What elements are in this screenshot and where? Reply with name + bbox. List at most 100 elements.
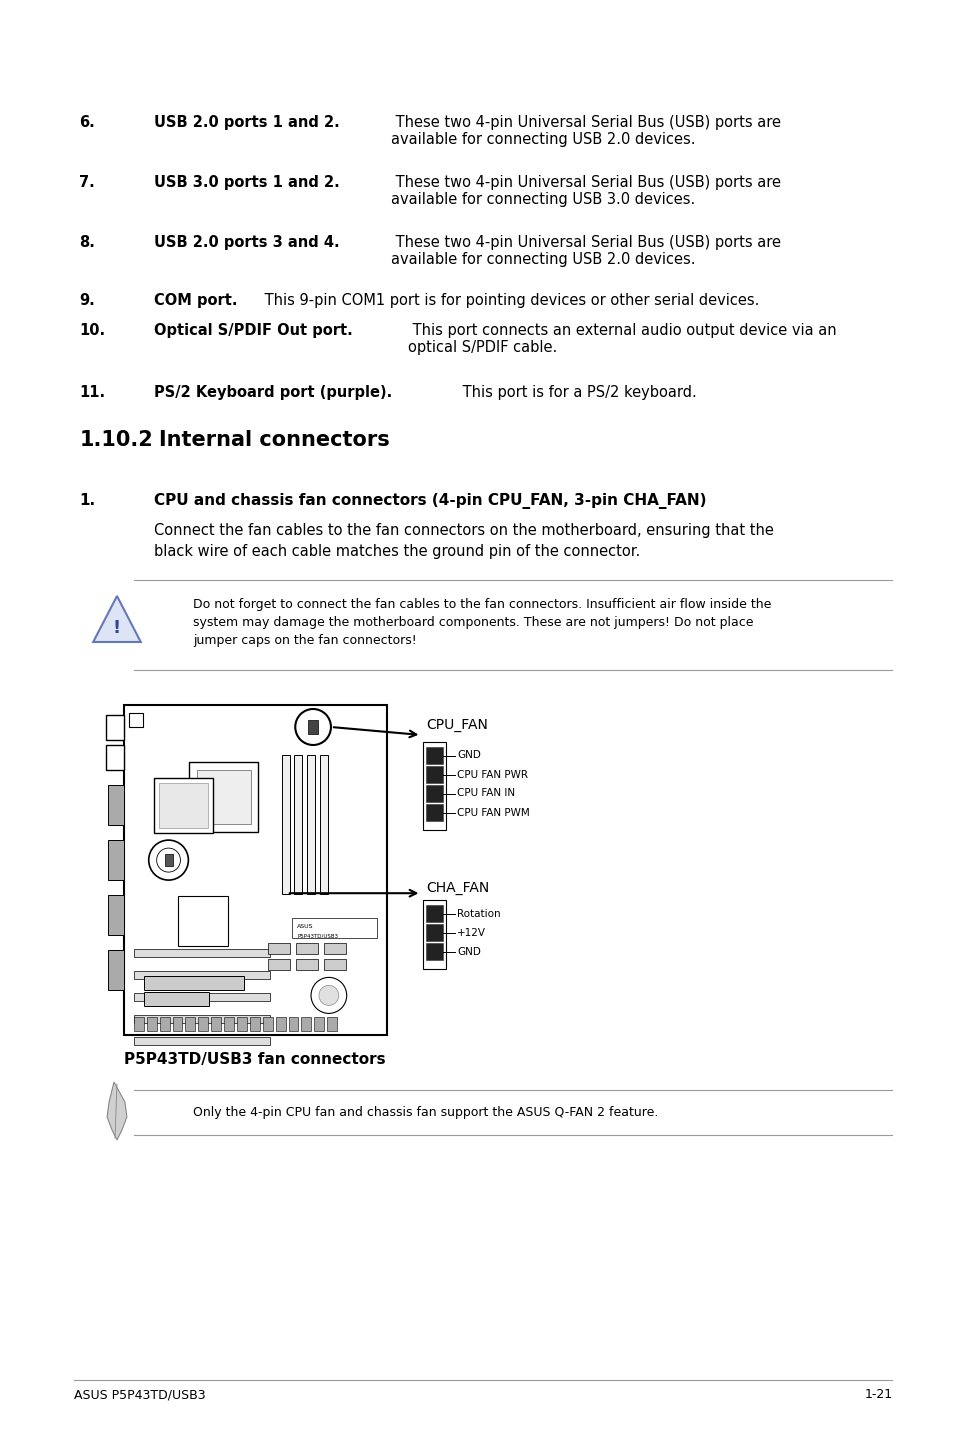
Text: GND: GND (456, 946, 480, 956)
Text: CHA_FAN: CHA_FAN (426, 881, 489, 896)
Bar (307, 755, 314, 893)
Circle shape (294, 709, 331, 745)
Bar (426, 804, 443, 821)
Bar (308, 720, 317, 733)
Bar (426, 785, 443, 802)
Circle shape (149, 840, 188, 880)
Bar (108, 951, 124, 989)
Circle shape (318, 985, 338, 1005)
Bar (144, 992, 210, 1007)
Text: USB 3.0 ports 1 and 2.: USB 3.0 ports 1 and 2. (153, 175, 339, 190)
Text: These two 4-pin Universal Serial Bus (USB) ports are
available for connecting US: These two 4-pin Universal Serial Bus (US… (391, 234, 781, 267)
Bar (423, 742, 446, 830)
Bar (324, 942, 345, 953)
Bar (106, 715, 124, 741)
Bar (108, 840, 124, 880)
Bar (275, 1017, 285, 1031)
Text: CPU FAN PWR: CPU FAN PWR (456, 769, 528, 779)
Bar (327, 1017, 336, 1031)
Bar (133, 1017, 144, 1031)
Text: Do not forget to connect the fan cables to the fan connectors. Insufficient air : Do not forget to connect the fan cables … (193, 598, 771, 647)
Bar (288, 1017, 298, 1031)
Text: CPU_FAN: CPU_FAN (426, 718, 488, 732)
Text: CPU FAN IN: CPU FAN IN (456, 788, 515, 798)
Text: 6.: 6. (79, 115, 95, 129)
Circle shape (311, 978, 346, 1014)
Text: P5P43TD/USB3: P5P43TD/USB3 (297, 933, 338, 939)
Bar (133, 971, 271, 979)
Bar (293, 917, 376, 938)
Bar (426, 925, 443, 942)
Bar (250, 1017, 259, 1031)
Bar (423, 900, 446, 969)
Bar (129, 713, 143, 728)
Bar (133, 1015, 271, 1024)
Text: These two 4-pin Universal Serial Bus (USB) ports are
available for connecting US: These two 4-pin Universal Serial Bus (US… (391, 175, 781, 207)
Text: 8.: 8. (79, 234, 95, 250)
Bar (268, 942, 290, 953)
Bar (185, 1017, 195, 1031)
Bar (178, 896, 228, 946)
Bar (236, 1017, 247, 1031)
Text: ASUS P5P43TD/USB3: ASUS P5P43TD/USB3 (74, 1389, 206, 1402)
Text: COM port.: COM port. (153, 293, 237, 308)
Text: GND: GND (456, 751, 480, 761)
Bar (314, 1017, 324, 1031)
Bar (426, 766, 443, 784)
Text: 7.: 7. (79, 175, 95, 190)
Text: This 9-pin COM1 port is for pointing devices or other serial devices.: This 9-pin COM1 port is for pointing dev… (260, 293, 760, 308)
Text: CPU and chassis fan connectors (4-pin CPU_FAN, 3-pin CHA_FAN): CPU and chassis fan connectors (4-pin CP… (153, 493, 705, 509)
Bar (426, 746, 443, 764)
Text: 1.10.2: 1.10.2 (79, 430, 152, 450)
Text: Only the 4-pin CPU fan and chassis fan support the ASUS Q-FAN 2 feature.: Only the 4-pin CPU fan and chassis fan s… (193, 1106, 658, 1119)
Bar (108, 894, 124, 935)
Polygon shape (93, 595, 141, 641)
Text: 1-21: 1-21 (863, 1389, 891, 1402)
Bar (197, 771, 251, 824)
Bar (281, 755, 289, 893)
Text: 9.: 9. (79, 293, 95, 308)
Text: !: ! (112, 618, 121, 637)
Bar (189, 762, 258, 833)
Text: +12V: +12V (456, 928, 485, 938)
Bar (268, 959, 290, 969)
Bar (262, 1017, 273, 1031)
Bar (426, 905, 443, 922)
Text: This port is for a PS/2 keyboard.: This port is for a PS/2 keyboard. (458, 385, 697, 400)
Bar (224, 1017, 233, 1031)
Text: PS/2 Keyboard port (purple).: PS/2 Keyboard port (purple). (153, 385, 392, 400)
Bar (133, 1037, 271, 1045)
Bar (165, 854, 172, 866)
Bar (301, 1017, 311, 1031)
Text: Connect the fan cables to the fan connectors on the motherboard, ensuring that t: Connect the fan cables to the fan connec… (153, 523, 773, 559)
Text: This port connects an external audio output device via an
optical S/PDIF cable.: This port connects an external audio out… (408, 324, 836, 355)
Bar (158, 782, 208, 828)
Bar (147, 1017, 156, 1031)
Text: 11.: 11. (79, 385, 106, 400)
Bar (294, 755, 302, 893)
Bar (172, 1017, 182, 1031)
Bar (133, 949, 271, 958)
Bar (106, 745, 124, 769)
Text: ASUS: ASUS (297, 923, 314, 929)
Circle shape (156, 848, 180, 871)
Text: USB 2.0 ports 3 and 4.: USB 2.0 ports 3 and 4. (153, 234, 339, 250)
Text: Rotation: Rotation (456, 909, 500, 919)
Bar (144, 975, 243, 989)
Text: CPU FAN PWM: CPU FAN PWM (456, 808, 529, 817)
Polygon shape (107, 1081, 127, 1140)
Text: Internal connectors: Internal connectors (158, 430, 389, 450)
Text: These two 4-pin Universal Serial Bus (USB) ports are
available for connecting US: These two 4-pin Universal Serial Bus (US… (391, 115, 781, 148)
Bar (124, 705, 386, 1035)
Bar (426, 943, 443, 961)
Bar (198, 1017, 208, 1031)
Bar (159, 1017, 170, 1031)
Bar (211, 1017, 221, 1031)
Bar (153, 778, 213, 833)
Text: 1.: 1. (79, 493, 95, 508)
Bar (295, 959, 317, 969)
Bar (295, 942, 317, 953)
Bar (133, 994, 271, 1001)
Text: Optical S/PDIF Out port.: Optical S/PDIF Out port. (153, 324, 352, 338)
Bar (108, 785, 124, 825)
